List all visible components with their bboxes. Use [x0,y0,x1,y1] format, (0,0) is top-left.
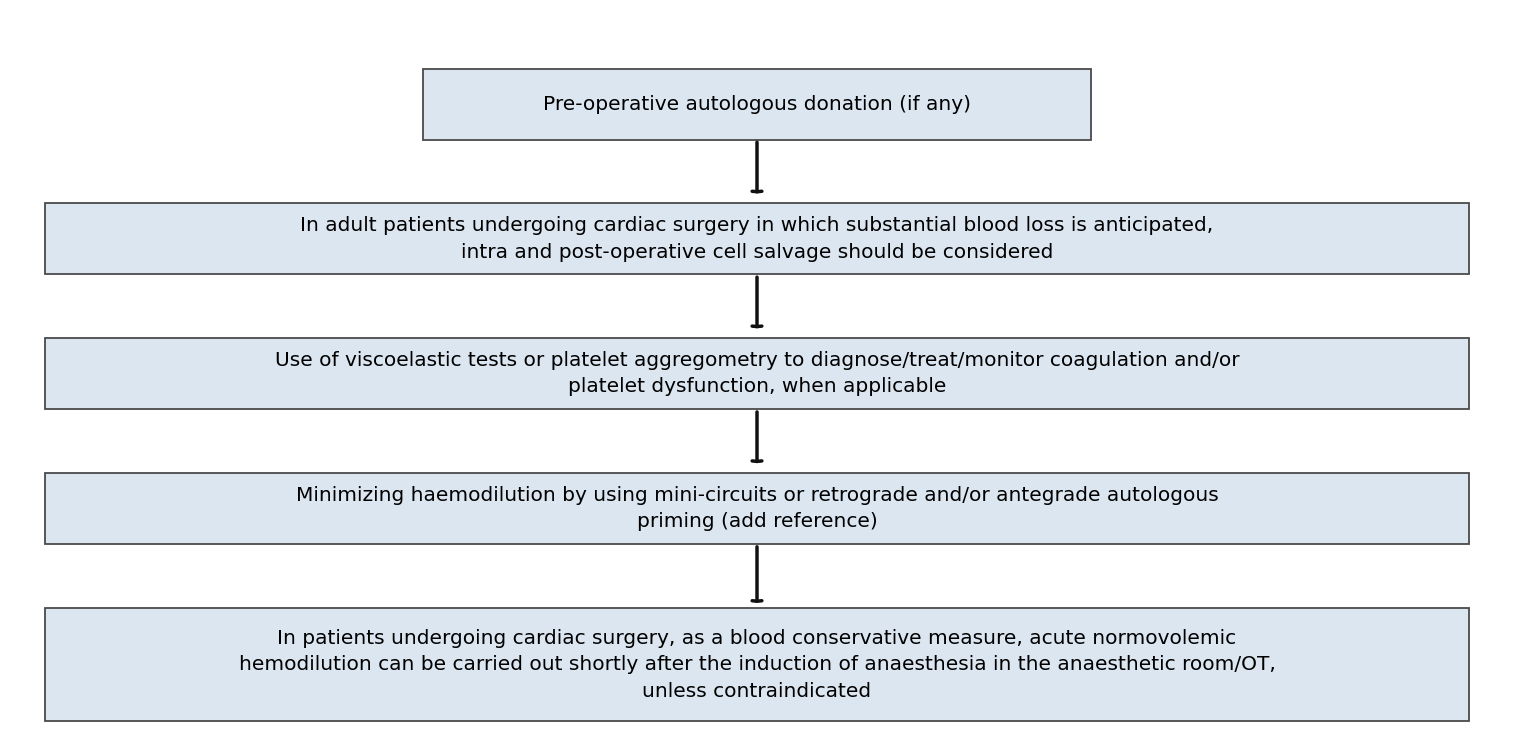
Text: Minimizing haemodilution by using mini-circuits or retrograde and/or antegrade a: Minimizing haemodilution by using mini-c… [295,486,1219,531]
Text: Use of viscoelastic tests or platelet aggregometry to diagnose/treat/monitor coa: Use of viscoelastic tests or platelet ag… [274,351,1240,397]
Text: In adult patients undergoing cardiac surgery in which substantial blood loss is : In adult patients undergoing cardiac sur… [300,216,1214,261]
FancyBboxPatch shape [45,338,1469,409]
Text: In patients undergoing cardiac surgery, as a blood conservative measure, acute n: In patients undergoing cardiac surgery, … [239,629,1275,701]
FancyBboxPatch shape [422,69,1092,140]
FancyBboxPatch shape [45,203,1469,274]
Text: Pre-operative autologous donation (if any): Pre-operative autologous donation (if an… [544,95,970,114]
FancyBboxPatch shape [45,473,1469,544]
FancyBboxPatch shape [45,608,1469,722]
